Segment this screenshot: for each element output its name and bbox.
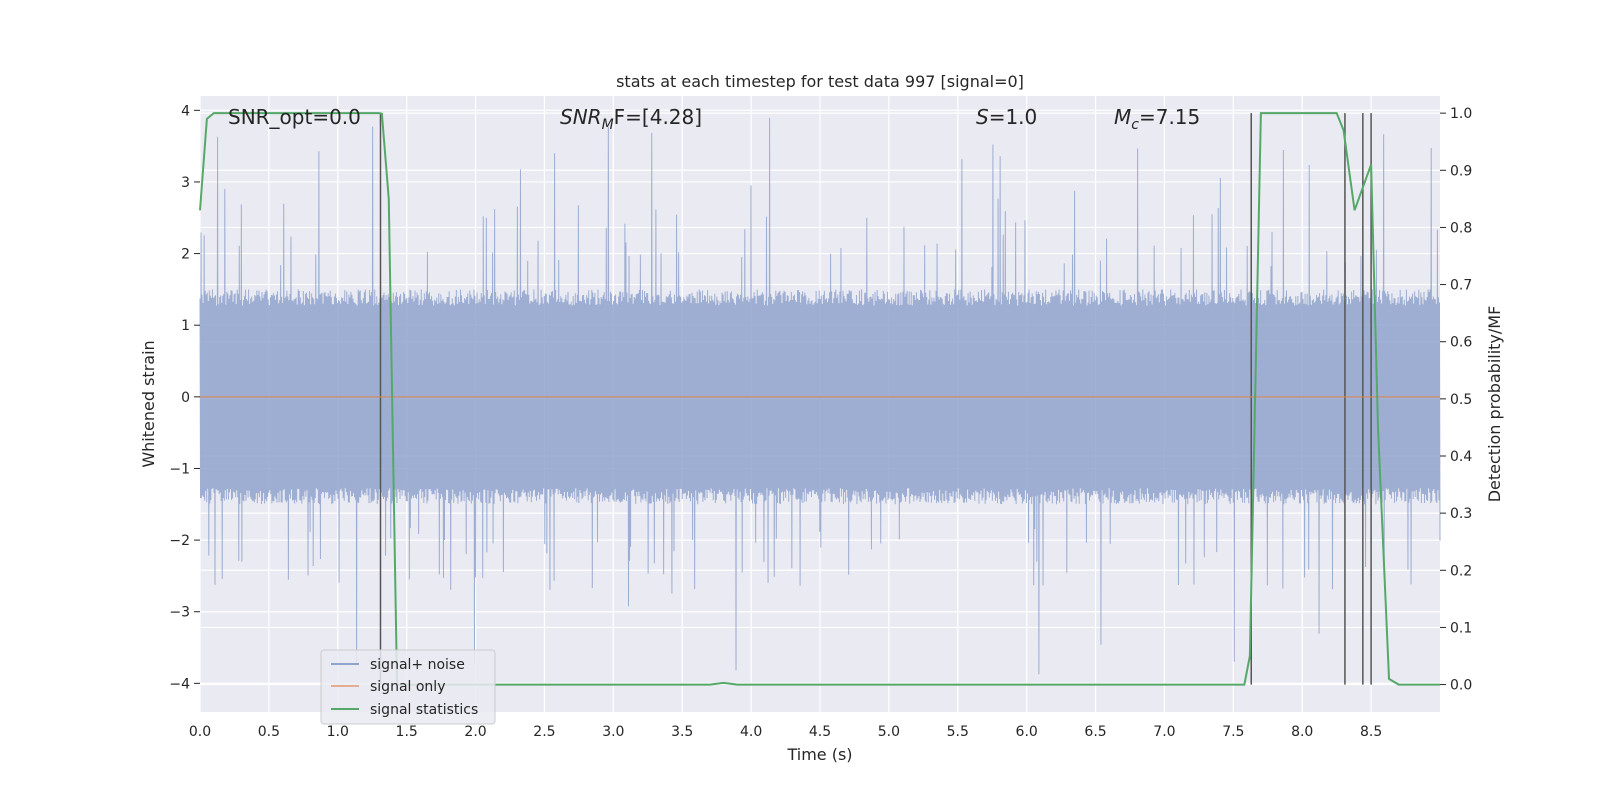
y-axis-ticks: 4 3 2 1 0 −1 −2 −3 −4 — [169, 103, 200, 692]
y2-axis-label: Detection probability/MF — [1485, 306, 1504, 503]
x-tick-label: 0.0 — [189, 724, 211, 740]
annotation-mc: Mc=7.15 — [1114, 105, 1200, 133]
x-tick-label: 5.0 — [878, 724, 900, 740]
x-tick-label: 5.5 — [947, 724, 969, 740]
y2-tick-label: 0.9 — [1450, 163, 1472, 179]
y-tick-label: −4 — [169, 676, 190, 692]
y-tick-label: −3 — [169, 605, 190, 621]
annotation-s-symbol: S — [976, 105, 989, 129]
y-tick-label: 4 — [181, 103, 190, 119]
y2-tick-label: 0.2 — [1450, 563, 1472, 579]
x-tick-label: 4.5 — [809, 724, 831, 740]
legend-label-signal-noise: signal+ noise — [370, 657, 465, 673]
legend-item-signal-noise: signal+ noise — [331, 657, 465, 673]
y-tick-label: 3 — [181, 175, 190, 191]
annotation-snr-mf-subscript: M — [602, 117, 614, 133]
y-tick-label: −2 — [169, 533, 190, 549]
y-tick-label: 1 — [181, 318, 190, 334]
x-tick-label: 1.0 — [327, 724, 349, 740]
legend-label-signal-statistics: signal statistics — [370, 702, 478, 718]
annotation-snr-mf-symbol: SNR — [560, 105, 602, 129]
annotation-mc-subscript: c — [1131, 117, 1139, 133]
x-axis-label: Time (s) — [786, 745, 852, 764]
x-axis-ticks: 0.0 0.5 1.0 1.5 2.0 2.5 3.0 3.5 4.0 4.5 5.0 5.5 6.0 6… — [189, 724, 1382, 740]
annotation-snr-mf: SNRMF=[4.28] — [560, 105, 702, 133]
annotation-snr-mf-value: F=[4.28] — [614, 105, 702, 129]
annotation-snr-opt: SNR_opt=0.0 — [228, 105, 361, 129]
noise-trace — [199, 117, 1441, 675]
legend-item-signal-only: signal only — [331, 679, 445, 695]
y-tick-label: 2 — [181, 247, 190, 263]
x-tick-label: 4.0 — [740, 724, 762, 740]
x-tick-label: 6.5 — [1084, 724, 1106, 740]
x-tick-label: 7.5 — [1222, 724, 1244, 740]
y-tick-label: 0 — [181, 390, 190, 406]
annotation-s: S=1.0 — [976, 105, 1037, 129]
signal-statistics-line — [199, 112, 1440, 686]
x-tick-label: 3.0 — [602, 724, 624, 740]
legend-label-signal-only: signal only — [370, 679, 445, 695]
x-tick-label: 6.0 — [1016, 724, 1038, 740]
y-tick-label: −1 — [169, 461, 190, 477]
x-tick-label: 8.5 — [1360, 724, 1382, 740]
y2-tick-label: 0.8 — [1450, 220, 1472, 236]
vertical-markers — [379, 113, 1372, 685]
legend-box — [320, 649, 496, 725]
x-tick-label: 2.5 — [533, 724, 555, 740]
y2-tick-label: 0.0 — [1450, 678, 1472, 694]
chart-title: stats at each timestep for test data 997… — [616, 72, 1024, 91]
y2-axis-ticks: 1.0 0.9 0.8 0.7 0.6 0.5 0.4 0.3 0.2 0.1 0.0 — [1440, 106, 1472, 694]
y2-tick-label: 0.7 — [1450, 278, 1472, 294]
signal-statistics-series — [199, 112, 1440, 686]
y2-tick-label: 0.6 — [1450, 335, 1472, 351]
y2-tick-label: 0.1 — [1450, 620, 1472, 636]
y2-tick-label: 1.0 — [1450, 106, 1472, 122]
y2-tick-label: 0.5 — [1450, 392, 1472, 408]
legend: signal+ noise signal only signal statist… — [320, 649, 496, 725]
y2-tick-label: 0.4 — [1450, 449, 1472, 465]
annotation-mc-value: =7.15 — [1139, 105, 1200, 129]
x-tick-label: 0.5 — [258, 724, 280, 740]
annotation-s-value: =1.0 — [989, 105, 1038, 129]
legend-item-signal-statistics: signal statistics — [331, 702, 478, 718]
x-tick-label: 8.0 — [1291, 724, 1313, 740]
y2-tick-label: 0.3 — [1450, 506, 1472, 522]
x-tick-label: 1.5 — [396, 724, 418, 740]
x-tick-label: 2.0 — [464, 724, 486, 740]
y-axis-label: Whitened strain — [139, 340, 158, 467]
annotation-mc-symbol: M — [1114, 105, 1131, 129]
noise-series — [199, 117, 1441, 675]
x-tick-label: 7.0 — [1153, 724, 1175, 740]
x-tick-label: 3.5 — [671, 724, 693, 740]
